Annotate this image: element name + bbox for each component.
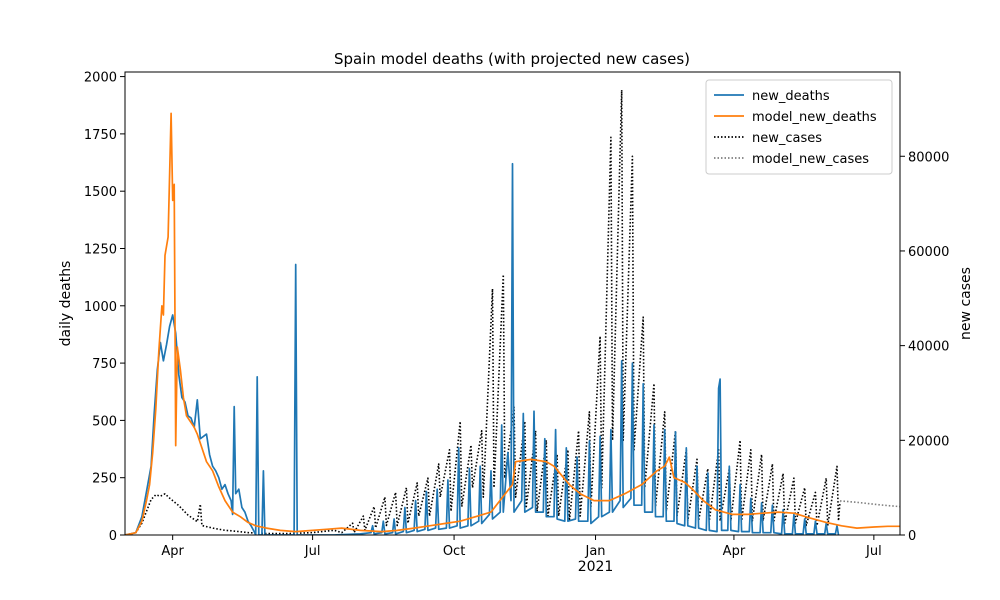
- series-line-model-new-deaths: [125, 112, 900, 535]
- y-left-tick-label: 750: [92, 357, 117, 372]
- plot-area: [125, 89, 900, 535]
- y-left-tick-label: 250: [92, 472, 117, 487]
- y-left-tick-label: 0: [109, 529, 117, 544]
- y-right-tick-label: 20000: [908, 434, 949, 449]
- y-left-tick-label: 2000: [84, 71, 117, 86]
- series-line-new-cases: [125, 89, 841, 535]
- y-left-tick-label: 1000: [84, 300, 117, 315]
- y-left-tick-label: 1750: [84, 128, 117, 143]
- y-left-tick-label: 1500: [84, 185, 117, 200]
- x-tick-label: Apr: [723, 544, 746, 559]
- x-axis: Apr Jul Oct Jan Apr Jul: [161, 535, 882, 559]
- x-tick-label: Oct: [443, 544, 465, 559]
- legend-label: new_deaths: [752, 89, 830, 104]
- chart-title: Spain model deaths (with projected new c…: [334, 50, 690, 68]
- x-tick-label: Jul: [865, 544, 882, 559]
- x-tick-label: Jan: [585, 544, 606, 559]
- y-left-tick-label: 1250: [84, 242, 117, 257]
- series-line-new-deaths: [125, 162, 840, 535]
- series-line-model-new-cases: [839, 500, 900, 508]
- legend-label: model_new_cases: [752, 152, 869, 167]
- y-axis-left: 0 250 500 750 1000 1250 1500 1750 2000: [84, 71, 125, 544]
- x-tick-label: Apr: [161, 544, 184, 559]
- y-axis-left-label: daily deaths: [58, 261, 74, 347]
- legend: new_deaths model_new_deaths new_casesmodel…: [705, 79, 893, 175]
- y-right-tick-label: 80000: [908, 150, 949, 165]
- legend-box: [705, 79, 893, 175]
- legend-label: new_cases: [752, 131, 822, 146]
- x-axis-year-label: 2021: [578, 559, 614, 575]
- legend-label: model_new_deaths: [752, 110, 877, 125]
- y-axis-right: 0 20000 40000 60000 80000: [900, 150, 949, 544]
- y-right-tick-label: 0: [908, 529, 916, 544]
- y-right-tick-label: 60000: [908, 245, 949, 260]
- y-left-tick-label: 500: [92, 414, 117, 429]
- plot-frame: [124, 71, 901, 536]
- x-tick-label: Jul: [304, 544, 321, 559]
- y-axis-right-label: new cases: [958, 267, 974, 340]
- y-right-tick-label: 40000: [908, 340, 949, 355]
